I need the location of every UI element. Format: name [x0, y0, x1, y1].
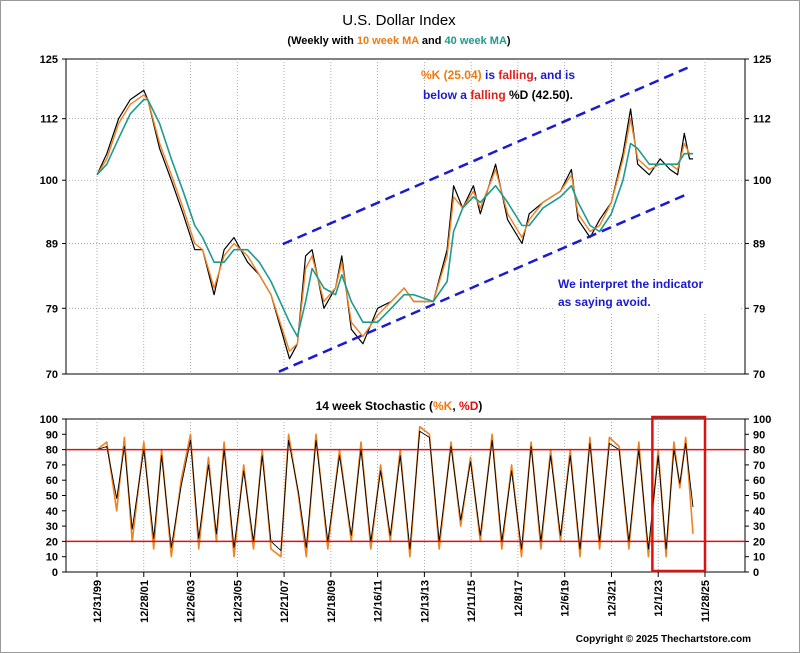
stochastic-tick-label-right: 100 — [753, 414, 771, 426]
stochastic-tick-label-left: 10 — [46, 552, 58, 564]
stochastic-tick-label-right: 10 — [753, 552, 765, 564]
annotation-part: falling — [470, 88, 505, 102]
subtitle-suffix: ) — [507, 35, 511, 47]
annotation-part: falling — [498, 68, 533, 82]
stochastic-tick-label-left: 90 — [46, 429, 58, 441]
price-tick-label-left: 125 — [40, 54, 58, 66]
annotation-part: , and is — [534, 68, 576, 82]
annotation-avoid-bg — [553, 270, 739, 312]
x-axis: 12/31/99 12/28/01 12/26/03 12/23/05 12/21/07… — [92, 572, 712, 623]
x-tick-label: 12/28/01 — [139, 580, 151, 623]
price-tick-label-left: 79 — [46, 303, 58, 315]
price-tick-label-right: 100 — [753, 175, 771, 187]
x-tick-label: 12/1/23 — [653, 580, 665, 617]
x-tick-label: 12/26/03 — [186, 580, 198, 623]
stochastic-tick-label-left: 50 — [46, 491, 58, 503]
annotation-part: below a — [423, 88, 470, 102]
annotation-avoid-line2: as saying avoid. — [558, 295, 651, 309]
trend-line-upper — [282, 66, 689, 246]
price-tick-label-right: 112 — [753, 114, 771, 126]
annotation-stochastic-line1: %K (25.04) is falling, and is — [421, 68, 575, 82]
x-tick-label: 11/28/25 — [700, 580, 712, 622]
highlight-box — [651, 415, 707, 573]
price-tick-label-left: 70 — [46, 369, 58, 381]
stochastic-tick-label-left: 70 — [46, 460, 58, 472]
stochastic-tick-label-right: 80 — [753, 445, 765, 457]
price-tick-label-right: 70 — [753, 369, 765, 381]
stochastic-title-k: %K — [433, 399, 453, 413]
stochastic-tick-label-right: 20 — [753, 536, 765, 548]
stochastic-title-prefix: 14 week Stochastic ( — [316, 399, 433, 413]
chart-subtitle: (Weekly with 10 week MA and 40 week MA) — [287, 35, 511, 47]
stochastic-tick-label-left: 40 — [46, 506, 58, 518]
annotation-avoid-line1: We interpret the indicator — [558, 277, 703, 291]
x-tick-label: 12/6/19 — [560, 580, 572, 617]
subtitle-mid: and — [419, 35, 445, 47]
x-tick-label: 12/16/11 — [373, 580, 385, 622]
stochastic-tick-label-left: 30 — [46, 521, 58, 533]
subtitle-ma40: 40 week MA — [445, 35, 507, 47]
stochastic-tick-label-left: 0 — [52, 567, 58, 579]
price-tick-label-left: 89 — [46, 239, 58, 251]
stochastic-title-suffix: ) — [478, 399, 482, 413]
stochastic-title-sep: , — [452, 399, 459, 413]
price-y-axis: 70 70 79 79 89 89 100 100 112 112 125 125 — [40, 54, 772, 381]
annotation-part: is — [482, 68, 499, 82]
trend-line-lower — [278, 192, 689, 373]
price-tick-label-left: 100 — [40, 175, 58, 187]
x-tick-label: 12/11/15 — [466, 580, 478, 622]
x-tick-label: 12/3/21 — [606, 580, 618, 617]
annotation-part: %D (42.50). — [506, 88, 573, 102]
highlight-box-group — [651, 415, 707, 573]
x-tick-label: 12/18/09 — [326, 580, 338, 623]
x-tick-label: 12/21/07 — [279, 580, 291, 623]
price-tick-label-right: 79 — [753, 303, 765, 315]
annotation-stochastic-line2: below a falling %D (42.50). — [423, 88, 573, 102]
stochastic-tick-label-right: 0 — [753, 567, 759, 579]
price-panel-border — [65, 58, 746, 375]
x-tick-label: 12/23/05 — [232, 580, 244, 623]
stochastic-tick-label-right: 60 — [753, 475, 765, 487]
stochastic-tick-label-left: 100 — [40, 414, 58, 426]
trend-channel — [278, 66, 689, 373]
stochastic-tick-label-right: 50 — [753, 491, 765, 503]
price-line-ma40 — [96, 98, 693, 338]
price-line-ma10 — [96, 94, 693, 352]
copyright-text: Copyright © 2025 Thechartstore.com — [576, 634, 751, 645]
stochastic-tick-label-left: 20 — [46, 536, 58, 548]
x-tick-label: 12/13/13 — [419, 580, 431, 623]
stochastic-series-group — [96, 425, 694, 558]
annotation-part: %K (25.04) — [421, 68, 482, 82]
stochastic-tick-label-right: 70 — [753, 460, 765, 472]
price-tick-label-right: 89 — [753, 239, 765, 251]
price-gridlines — [66, 59, 745, 374]
chart-title: U.S. Dollar Index — [342, 12, 456, 29]
stochastic-tick-label-right: 40 — [753, 506, 765, 518]
stochastic-y-axis: 0 0 10 10 20 20 30 30 40 40 50 50 60 60 70 70 80 80 90 90 10… — [40, 414, 772, 579]
stochastic-line-k — [96, 425, 694, 558]
stochastic-title-d: %D — [459, 399, 479, 413]
x-tick-label: 12/31/99 — [92, 580, 104, 623]
x-tick-label: 12/8/17 — [513, 580, 525, 617]
stochastic-line-d — [96, 430, 694, 552]
subtitle-ma10: 10 week MA — [357, 35, 419, 47]
stochastic-tick-label-left: 80 — [46, 445, 58, 457]
price-series-group — [96, 89, 693, 360]
price-tick-label-left: 112 — [40, 114, 58, 126]
price-tick-label-right: 125 — [753, 54, 771, 66]
stochastic-tick-label-right: 90 — [753, 429, 765, 441]
subtitle-prefix: (Weekly with — [287, 35, 356, 47]
stochastic-reference-lines — [66, 448, 745, 543]
stochastic-tick-label-left: 60 — [46, 475, 58, 487]
stochastic-tick-label-right: 30 — [753, 521, 765, 533]
stochastic-title: 14 week Stochastic (%K, %D) — [316, 399, 483, 413]
